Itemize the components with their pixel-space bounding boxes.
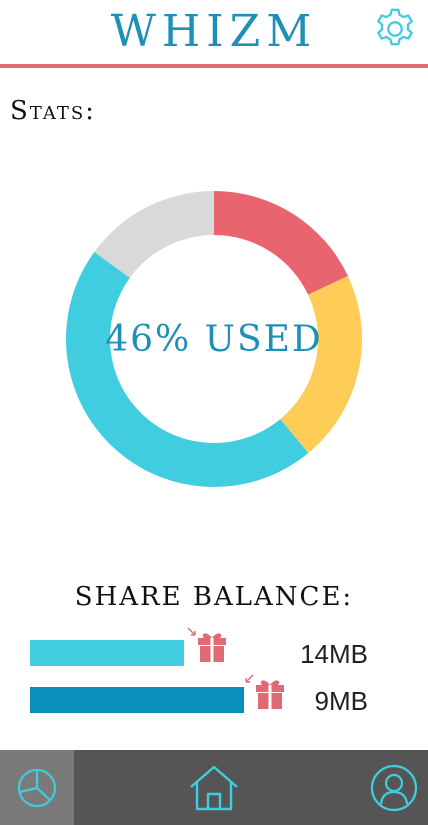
donut-segment-yellow [280, 275, 362, 454]
user-icon [370, 764, 418, 811]
share-balance-heading: SHARE BALANCE: [74, 582, 354, 612]
bottom-nav [0, 750, 428, 825]
app-header: WHIZM [0, 0, 428, 70]
gear-icon[interactable] [372, 6, 418, 52]
pie-chart-icon [17, 768, 57, 807]
share-value: 14MB [300, 639, 368, 669]
app-title: WHIZM [110, 6, 318, 57]
share-bar-fill [30, 640, 184, 666]
header-divider [0, 64, 428, 68]
share-bar-track [30, 640, 270, 666]
donut-segment-cyan [66, 252, 309, 487]
share-bar-fill [30, 687, 244, 713]
nav-home[interactable] [176, 750, 252, 825]
nav-profile[interactable] [360, 750, 428, 825]
gift-icon[interactable] [244, 673, 286, 711]
usage-percent-label: 46% USED [105, 318, 323, 360]
usage-donut-svg [66, 191, 362, 487]
gift-icon[interactable] [186, 626, 228, 664]
share-value: 9MB [314, 686, 368, 716]
home-icon [190, 765, 238, 810]
stats-heading: Stats: [10, 96, 96, 126]
donut-segment-grey [94, 191, 214, 278]
share-bar-track [30, 687, 270, 713]
donut-segment-red [214, 191, 348, 295]
usage-donut: 46% USED [60, 185, 368, 493]
share-row-1: 14MB [0, 627, 428, 674]
share-row-2: 9MB [0, 674, 428, 721]
nav-stats[interactable] [0, 750, 74, 825]
